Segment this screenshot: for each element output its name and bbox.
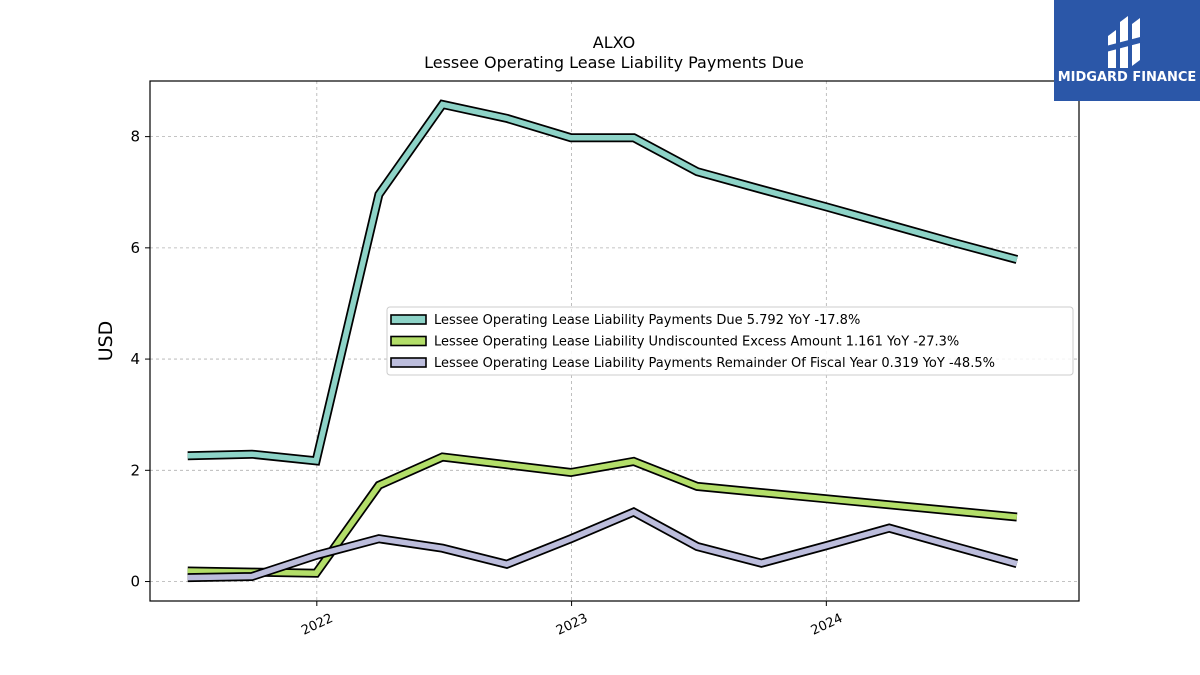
series-outline (187, 99, 1019, 466)
legend-swatch (390, 357, 427, 368)
x-tick-label: 2022 (299, 611, 335, 639)
legend: Lessee Operating Lease Liability Payment… (386, 306, 1074, 376)
legend-entry-label: Lessee Operating Lease Liability Undisco… (434, 335, 959, 350)
midgard-logo-icon (1106, 16, 1144, 68)
legend-swatch (390, 314, 427, 325)
x-tick-label: 2023 (554, 611, 590, 639)
midgard-logo: MIDGARD FINANCE (1054, 0, 1200, 101)
chart-subtitle: Lessee Operating Lease Liability Payment… (424, 53, 804, 72)
y-tick-label: 4 (130, 350, 140, 368)
y-axis-label: USD (95, 321, 117, 362)
series-line-3 (187, 507, 1019, 583)
legend-box (386, 306, 1074, 376)
chart-title: ALXO (593, 33, 635, 52)
legend-swatch (390, 335, 427, 347)
series-outline (187, 507, 1019, 583)
series-line-2 (187, 452, 1018, 578)
y-tick-label: 0 (130, 573, 140, 591)
series-stroke (187, 508, 1018, 581)
y-tick-label: 6 (130, 239, 140, 257)
legend-entry-label: Lessee Operating Lease Liability Payment… (434, 313, 860, 328)
plot-frame (149, 80, 1080, 602)
legend-entry-label: Lessee Operating Lease Liability Payment… (434, 356, 995, 371)
x-axis: 2022 2023 2024 (299, 601, 845, 639)
y-tick-label: 8 (130, 128, 140, 146)
y-tick-label: 2 (130, 461, 140, 479)
x-tick-label: 2024 (809, 611, 845, 639)
y-axis: 0 2 4 6 8 (130, 128, 150, 591)
series-lines (187, 99, 1019, 583)
series-line-1 (187, 99, 1019, 466)
series-stroke (187, 101, 1018, 464)
logo-wordmark: MIDGARD FINANCE (1058, 70, 1197, 85)
series-stroke (187, 454, 1018, 576)
